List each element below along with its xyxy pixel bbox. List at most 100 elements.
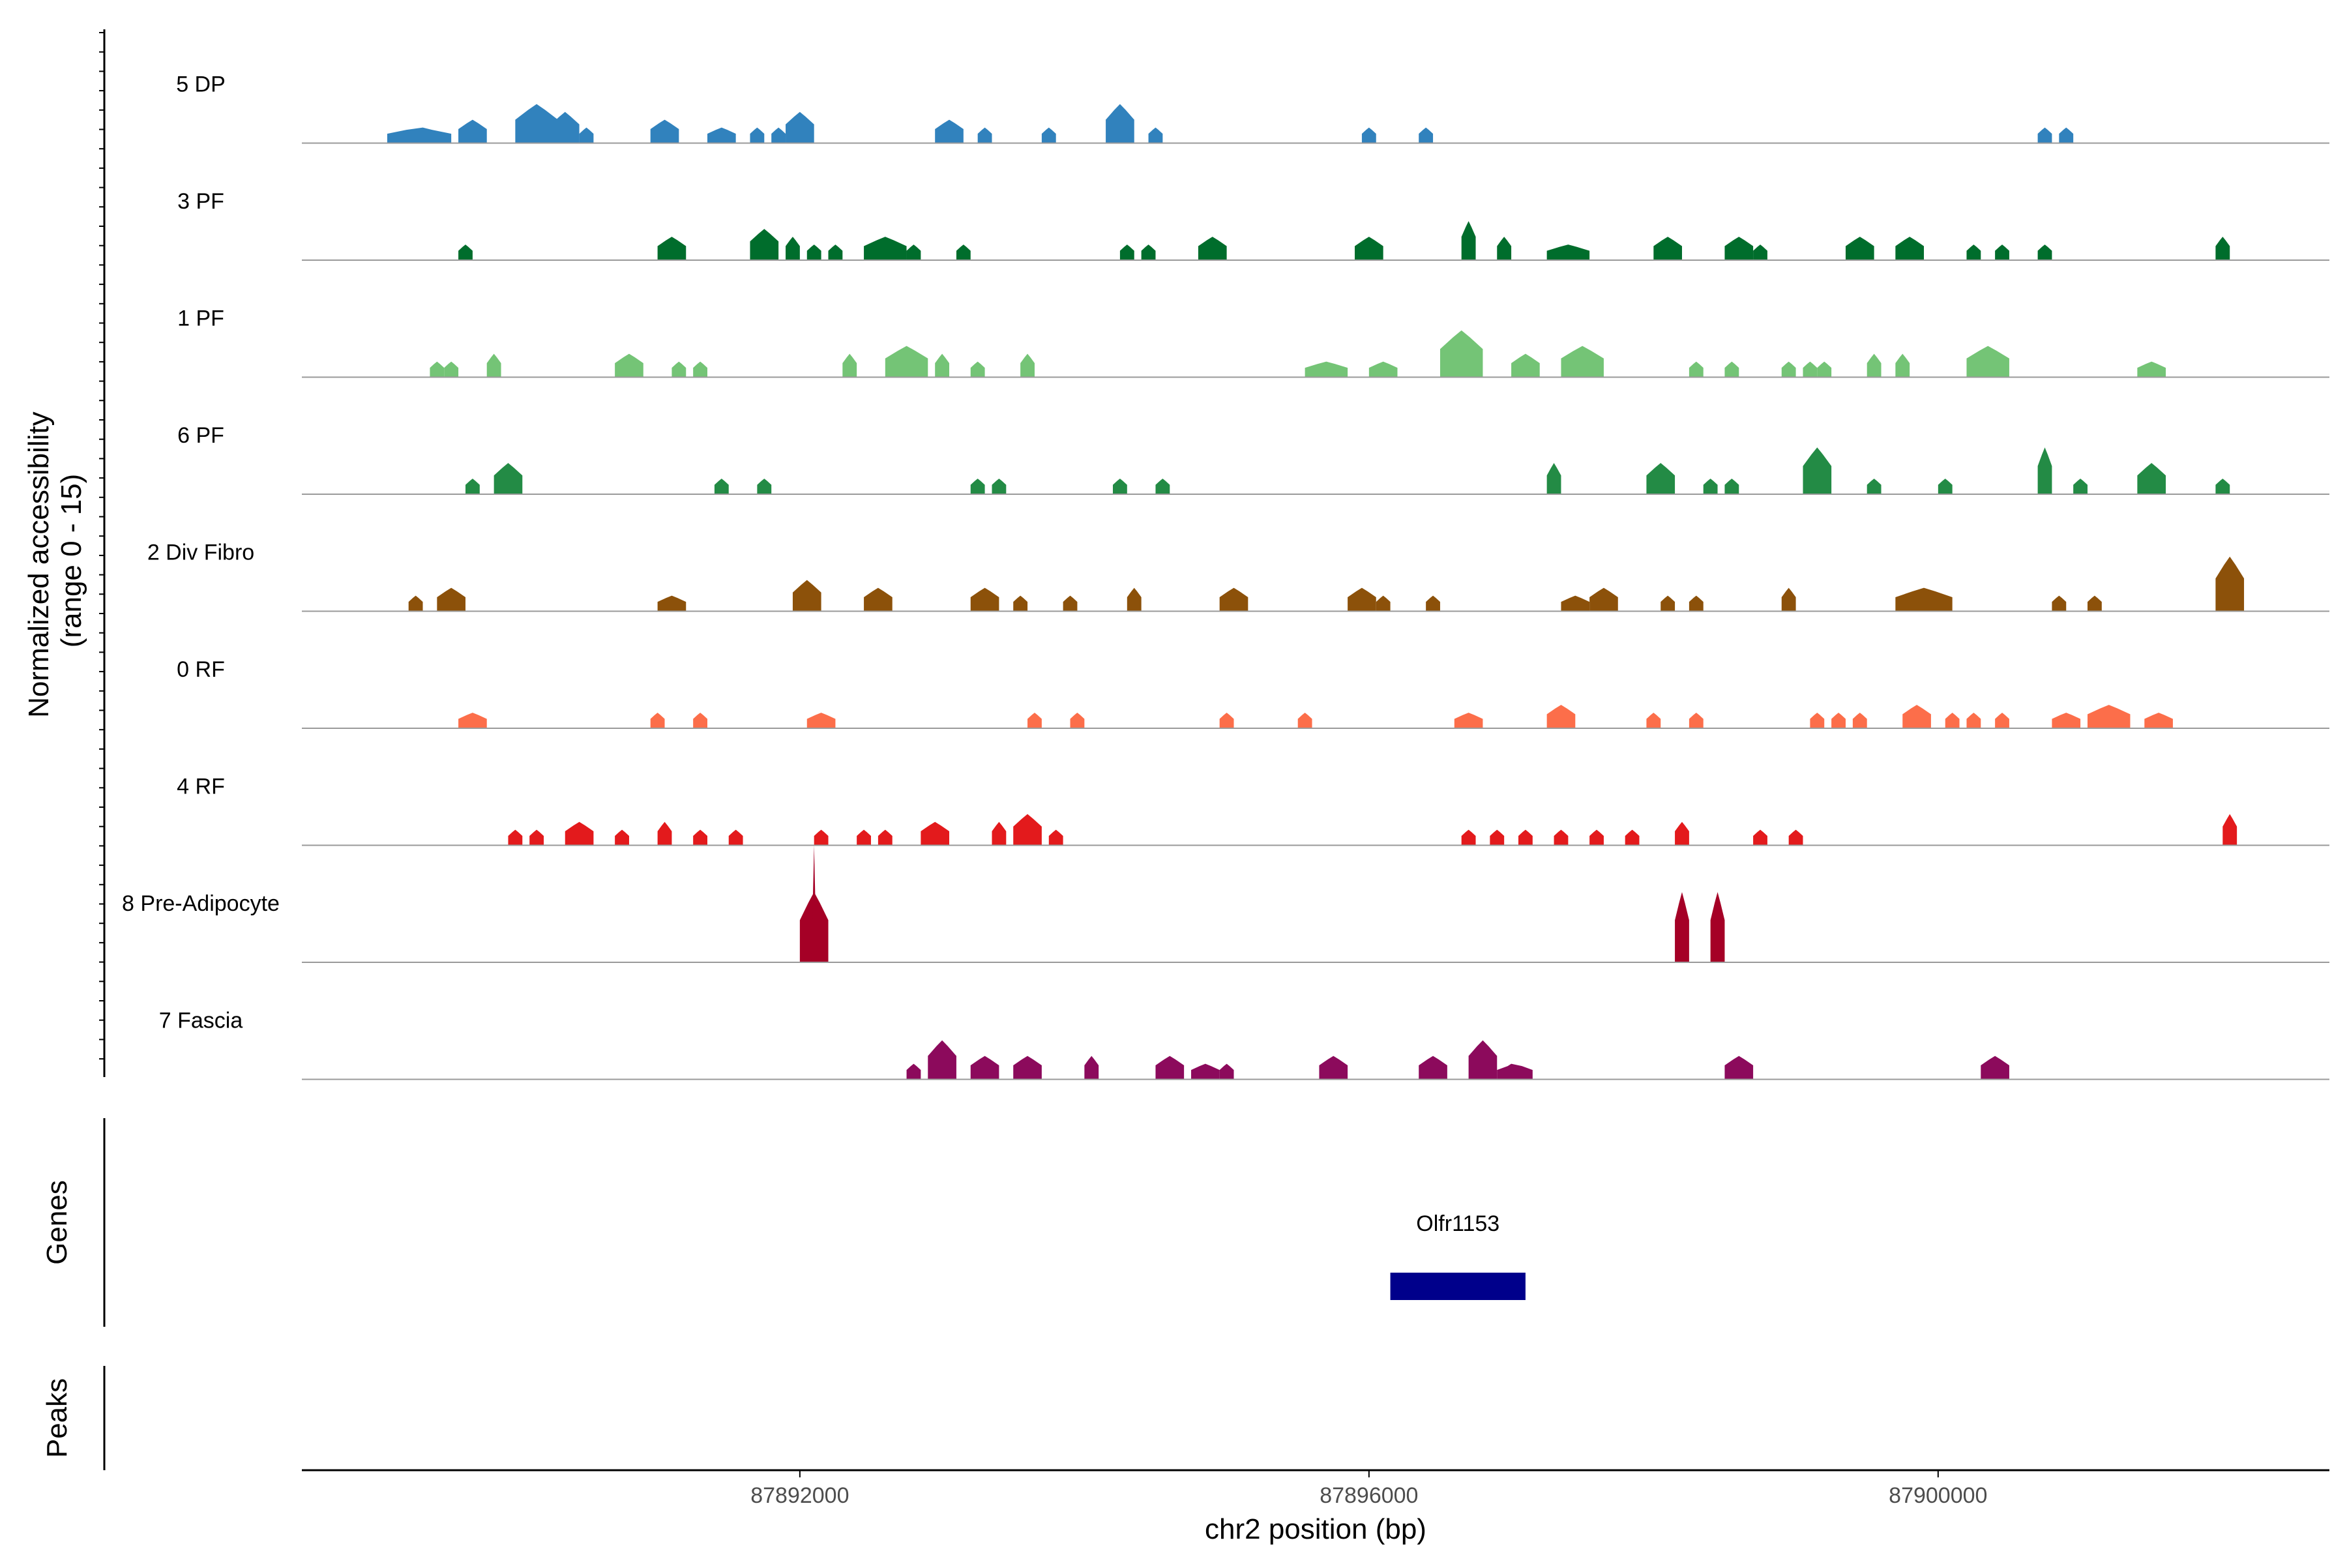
coverage-peak bbox=[1689, 595, 1704, 612]
coverage-peak bbox=[1106, 104, 1134, 143]
coverage-peak bbox=[1781, 587, 1796, 612]
coverage-peak bbox=[750, 229, 779, 260]
coverage-peak bbox=[992, 821, 1007, 846]
coverage-tracks: 5 DP 3 PF 1 PF 6 PF 2 Div Fibro 0 RF 4 RF 8 Pre… bbox=[122, 72, 2329, 1080]
coverage-peak bbox=[1561, 346, 1604, 377]
coverage-peak bbox=[2059, 127, 2074, 143]
coverage-peak bbox=[1689, 361, 1704, 377]
coverage-peak bbox=[657, 821, 672, 846]
coverage-peak bbox=[430, 361, 445, 377]
coverage-peak bbox=[1689, 713, 1704, 728]
coverage-peak bbox=[928, 1040, 956, 1080]
coverage-peak bbox=[992, 479, 1007, 494]
coverage-peak bbox=[1902, 705, 1931, 728]
coverage-peak bbox=[2087, 705, 2131, 728]
coverage-peak bbox=[1013, 1056, 1042, 1080]
coverage-peak bbox=[750, 127, 765, 143]
coverage-peak bbox=[1063, 595, 1078, 612]
coverage-peak bbox=[1561, 595, 1590, 612]
coverage-peak bbox=[1966, 713, 1981, 728]
coverage-peak bbox=[1426, 595, 1440, 612]
coverage-peak bbox=[1461, 221, 1476, 260]
coverage-peak bbox=[494, 463, 523, 494]
coverage-peak bbox=[444, 361, 459, 377]
coverage-peak bbox=[693, 361, 707, 377]
coverage-peak bbox=[1191, 1063, 1220, 1080]
coverage-peak bbox=[842, 353, 857, 377]
coverage-peak bbox=[2087, 595, 2102, 612]
coverage-peak bbox=[2137, 463, 2166, 494]
coverage-peak bbox=[579, 127, 594, 143]
coverage-peak bbox=[1724, 1056, 1754, 1080]
y-axis-title-line-2: (range 0 - 15) bbox=[55, 474, 87, 648]
coverage-peak bbox=[1148, 127, 1163, 143]
coverage-peak bbox=[1646, 713, 1661, 728]
coverage-peak bbox=[857, 829, 871, 846]
coverage-peak bbox=[693, 829, 707, 846]
coverage-peak bbox=[1995, 713, 2009, 728]
track-label: 0 RF bbox=[177, 657, 225, 682]
coverage-peak bbox=[1981, 1056, 2009, 1080]
coverage-peak bbox=[1013, 595, 1028, 612]
coverage-peak bbox=[1675, 821, 1689, 846]
coverage-peak bbox=[1703, 479, 1718, 494]
coverage-peak bbox=[1084, 1056, 1099, 1080]
coverage-peak bbox=[2037, 447, 2052, 494]
y-axis-title-line-1: Normalized accessibility bbox=[23, 411, 55, 717]
coverage-peak bbox=[1753, 829, 1767, 846]
coverage-peak bbox=[1305, 361, 1348, 377]
coverage-peak bbox=[1518, 829, 1533, 846]
coverage-peak bbox=[1852, 713, 1867, 728]
coverage-peak bbox=[2073, 479, 2088, 494]
coverage-peak bbox=[1675, 892, 1689, 962]
coverage-peak bbox=[786, 111, 814, 143]
coverage-peak bbox=[1219, 1063, 1234, 1080]
coverage-peak bbox=[1419, 1056, 1447, 1080]
coverage-peak bbox=[1803, 361, 1818, 377]
coverage-peak bbox=[2215, 556, 2245, 612]
track-7-fascia: 7 Fascia bbox=[159, 1009, 2329, 1080]
coverage-peak bbox=[1803, 447, 1832, 494]
coverage-peak bbox=[814, 829, 829, 846]
coverage-peak bbox=[1546, 244, 1590, 260]
coverage-peak bbox=[1511, 353, 1540, 377]
coverage-peak bbox=[1625, 829, 1640, 846]
coverage-peak bbox=[1497, 1063, 1533, 1080]
track-label: 2 Div Fibro bbox=[147, 540, 254, 565]
coverage-peak bbox=[1781, 361, 1796, 377]
gene-body bbox=[1390, 1273, 1526, 1300]
coverage-peak bbox=[1867, 353, 1882, 377]
coverage-peak bbox=[1027, 713, 1042, 728]
coverage-peak bbox=[2215, 237, 2230, 260]
coverage-peak bbox=[1119, 244, 1134, 260]
coverage-peak bbox=[437, 587, 465, 612]
coverage-peak bbox=[2037, 244, 2052, 260]
coverage-peak bbox=[650, 713, 665, 728]
coverage-peak bbox=[828, 244, 843, 260]
coverage-peak bbox=[806, 713, 836, 728]
coverage-peak bbox=[1127, 587, 1142, 612]
coverage-peak bbox=[2222, 814, 2237, 846]
coverage-peak bbox=[1753, 244, 1767, 260]
coverage-peak bbox=[408, 595, 423, 612]
coverage-peak bbox=[1845, 237, 1874, 260]
coverage-peak bbox=[615, 353, 643, 377]
coverage-peak bbox=[1376, 595, 1391, 612]
coverage-peak bbox=[1831, 713, 1846, 728]
coverage-peak bbox=[1219, 587, 1248, 612]
coverage-peak bbox=[1724, 479, 1739, 494]
coverage-peak bbox=[757, 479, 772, 494]
track-3-pf: 3 PF bbox=[177, 189, 2329, 261]
coverage-peak bbox=[2215, 479, 2230, 494]
coverage-peak bbox=[977, 127, 992, 143]
coverage-peak bbox=[1546, 705, 1576, 728]
coverage-peak bbox=[1966, 346, 2009, 377]
coverage-peak bbox=[529, 829, 544, 846]
coverage-peak bbox=[1041, 127, 1056, 143]
x-tick-label: 87892000 bbox=[750, 1483, 849, 1508]
coverage-peak bbox=[970, 479, 985, 494]
coverage-peak bbox=[1355, 237, 1383, 260]
coverage-peak bbox=[1546, 463, 1561, 494]
